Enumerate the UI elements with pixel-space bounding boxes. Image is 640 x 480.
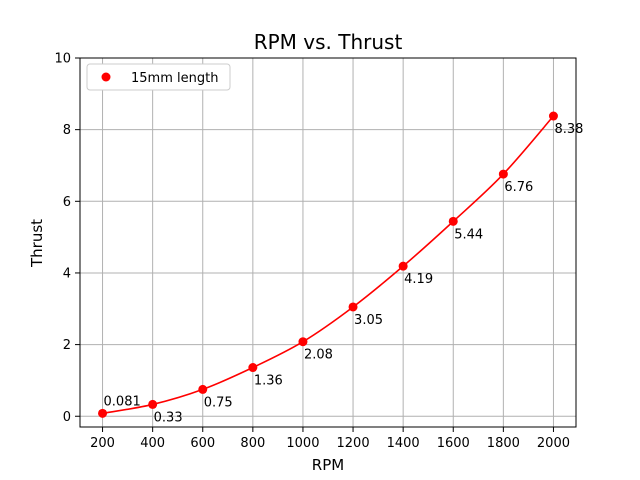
grid	[80, 57, 576, 427]
data-point	[498, 169, 508, 179]
chart-title: RPM vs. Thrust	[254, 30, 403, 54]
x-tick-label: 1000	[286, 436, 319, 451]
legend-box	[86, 63, 231, 91]
data-point	[198, 384, 208, 394]
data-label: 8.38	[554, 122, 583, 137]
data-label: 3.05	[354, 313, 383, 328]
x-tick-label: 1200	[337, 436, 370, 451]
y-tick-label: 4	[63, 266, 71, 281]
y-tick-label: 2	[63, 338, 71, 353]
x-tick-label: 1800	[487, 436, 520, 451]
data-label: 1.36	[254, 374, 283, 389]
x-tick-label: 600	[190, 436, 215, 451]
data-label: 0.75	[204, 395, 233, 410]
y-tick-label: 8	[63, 123, 71, 138]
x-tick-label: 800	[240, 436, 265, 451]
axes	[79, 57, 577, 428]
x-tick-label: 1600	[437, 436, 470, 451]
curve-layer	[102, 115, 555, 415]
data-point	[348, 302, 358, 312]
legend: 15mm length	[86, 63, 231, 91]
x-tick-label: 2000	[537, 436, 570, 451]
data-label: 5.44	[454, 227, 483, 242]
data-label: 0.33	[154, 410, 183, 425]
data-label: 0.081	[104, 394, 141, 409]
data-point	[548, 111, 558, 121]
marker-layer	[98, 111, 558, 418]
x-axis-label: RPM	[312, 456, 344, 474]
y-tick-label: 6	[63, 195, 71, 210]
x-tick-label: 200	[90, 436, 115, 451]
y-tick-label: 10	[54, 52, 71, 67]
data-label-layer: 0.081 0.33 0.75 1.36 2.08 3.05 4.19 5.44 6.76 8.3…	[104, 122, 584, 425]
y-axis-label: Thrust	[28, 219, 46, 268]
data-label: 6.76	[504, 180, 533, 195]
data-label: 4.19	[404, 272, 433, 287]
data-point	[398, 261, 408, 271]
tick-layer: 200 400 600 800 1000 1200 1400 1600 1800 2000 0 2 4 6…	[54, 52, 570, 452]
x-tick-label: 400	[140, 436, 165, 451]
legend-label: 15mm length	[131, 71, 218, 86]
legend-marker	[101, 72, 111, 82]
data-point	[448, 216, 458, 226]
data-point	[298, 337, 308, 347]
y-tick-label: 0	[63, 410, 71, 425]
data-point	[98, 408, 108, 418]
plot-frame	[79, 57, 577, 428]
x-tick-label: 1400	[387, 436, 420, 451]
data-point	[248, 363, 258, 373]
series-line-15mm-length	[102, 115, 555, 415]
data-label: 2.08	[304, 348, 333, 363]
data-point	[148, 399, 158, 409]
